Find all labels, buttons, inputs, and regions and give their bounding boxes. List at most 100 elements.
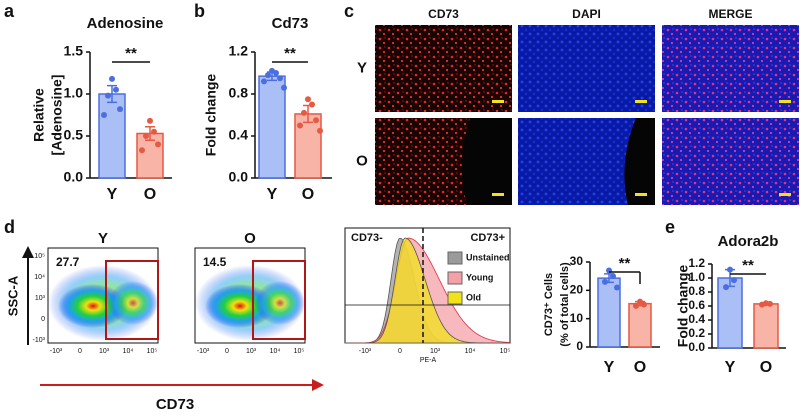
x-axis-label: CD73 [156, 396, 194, 413]
data-point [151, 128, 157, 135]
panel-label: a [4, 1, 15, 21]
gate-percent: 27.7 [56, 255, 80, 269]
row-label: Y [357, 59, 367, 76]
x-tick-label: 10⁴ [123, 348, 134, 355]
y-tick-label: 1.2 [229, 43, 249, 59]
y-tick-label: 10⁴ [34, 274, 45, 281]
x-tick-label: 0 [398, 348, 402, 355]
y-tick-label: 0.2 [688, 326, 705, 340]
significance-label: ** [284, 45, 296, 62]
y-tick-label: 1.2 [688, 256, 705, 270]
data-point [155, 141, 161, 148]
significance-label: ** [619, 255, 631, 272]
data-point [109, 75, 115, 82]
y-axis-label: CD73⁺ Cells [543, 273, 555, 336]
x-tick-label: Y [267, 186, 278, 203]
density-cloud [108, 281, 158, 325]
y-tick-label: 0 [41, 316, 45, 323]
data-point [265, 72, 271, 79]
data-point [147, 117, 153, 124]
x-tick-label: 10⁴ [465, 348, 476, 355]
legend-label: Young [466, 272, 493, 282]
data-point [301, 109, 307, 116]
y-axis-label: Fold change [203, 74, 219, 157]
y-tick-label: 1.0 [64, 85, 84, 101]
data-point [727, 266, 733, 273]
scale-bar [779, 193, 791, 196]
y-tick-label: 0.6 [688, 298, 705, 312]
chart-title: Cd73 [272, 15, 309, 32]
data-point [143, 133, 149, 139]
y-tick-label: 10³ [35, 295, 46, 302]
data-point [731, 277, 737, 284]
x-tick-label: 10³ [246, 348, 257, 355]
bar [753, 303, 779, 349]
y-tick-label: 0.8 [688, 284, 705, 298]
channel-label: CD73 [428, 7, 459, 21]
legend-swatch [447, 251, 463, 265]
x-tick-label: O [302, 186, 314, 203]
y-axis-label: SSC-A [5, 275, 20, 316]
legend-swatch [447, 271, 463, 285]
gate [105, 260, 159, 340]
y-tick-label: -10³ [33, 337, 46, 344]
x-tick-label: -10³ [197, 348, 210, 355]
y-tick-label: 0.0 [64, 169, 84, 185]
micrograph [518, 25, 655, 112]
legend-label: Unstained [466, 252, 510, 262]
legend-label: Old [466, 292, 481, 302]
gate-label: CD73+ [470, 232, 505, 244]
layout [22, 246, 324, 391]
x-tick-label: 10⁵ [294, 348, 305, 355]
y-tick-label: 20 [570, 283, 584, 297]
data-point [305, 96, 311, 103]
micrograph [662, 118, 799, 205]
y-tick-label: 10 [570, 311, 584, 325]
gate-percent: 14.5 [203, 255, 227, 269]
legend-swatch [447, 291, 463, 305]
x-tick-label: 0 [225, 348, 229, 355]
data-point [281, 84, 287, 91]
y-tick-label: 0 [576, 339, 583, 353]
y-tick-label: 0.4 [229, 127, 249, 143]
tissue-edge [624, 118, 655, 205]
x-tick-label: Y [725, 359, 736, 376]
data-point [101, 112, 107, 118]
data-point [759, 301, 765, 308]
plot-label: O [244, 230, 256, 247]
error-bar [107, 84, 117, 104]
gate [252, 260, 306, 340]
x-axis-label: PE-A [420, 357, 437, 364]
error-bar [145, 126, 155, 141]
y-axis-label: Fold change [675, 265, 691, 348]
data-point [614, 284, 620, 291]
data-point [297, 122, 303, 129]
scale-bar [492, 100, 504, 103]
tissue-edge [461, 118, 512, 205]
y-axis-label: (% of total cells) [559, 262, 571, 347]
significance-label: ** [742, 257, 754, 274]
chart-title: Adora2b [718, 233, 779, 250]
x-tick-label: O [634, 359, 646, 376]
x-tick-label: -10³ [359, 348, 372, 355]
y-tick-label: 30 [570, 254, 584, 268]
y-axis-label: [Adenosine] [49, 75, 65, 156]
data-point [610, 273, 616, 280]
panel-label: d [4, 217, 15, 237]
y-tick-label: 1.0 [688, 270, 705, 284]
data-point [273, 70, 279, 76]
data-point [317, 127, 323, 134]
chart-title: Adenosine [87, 15, 164, 32]
x-tick-label: Y [604, 359, 615, 376]
gate-label: CD73- [351, 232, 383, 244]
micrograph [375, 25, 512, 112]
y-tick-label: 0.5 [64, 127, 84, 143]
micrograph [662, 25, 799, 112]
bar [717, 277, 743, 349]
x-tick-label: 10⁴ [270, 348, 281, 355]
data-point [309, 101, 315, 108]
x-tick-label: 10⁵ [500, 348, 511, 355]
x-tick-label: 10³ [99, 348, 110, 355]
x-tick-label: O [760, 359, 772, 376]
data-point [602, 278, 608, 285]
